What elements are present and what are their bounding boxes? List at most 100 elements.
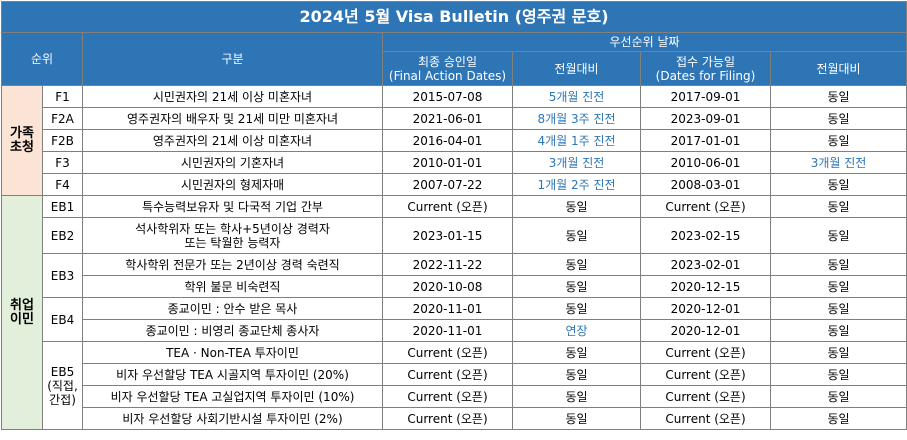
final-change: 5개월 진전	[512, 85, 641, 108]
final-date: 2007-07-22	[382, 173, 513, 196]
filing-date: Current (오픈)	[640, 363, 771, 386]
description: 비자 우선할당 TEA 시골지역 투자이민 (20%)	[82, 363, 383, 386]
final-date: Current (오픈)	[382, 363, 513, 386]
row: 취업 이민 EB1 특수능력보유자 및 다국적 기업 간부 Current (오픈) 동…	[1, 195, 907, 430]
row: F3 시민권자의 기혼자녀 2010-01-01 3개월 진전 2010-06-01 3개…	[2, 151, 907, 174]
filing-change: 동일	[769, 129, 907, 152]
final-date: 2020-11-01	[382, 297, 513, 320]
table-body: 가족 초청 F1 시민권자의 21세 이상 미혼자녀 2015-07-08 5개월 진전…	[1, 85, 907, 430]
final-change: 연장	[512, 319, 641, 342]
row: EB4 종교이민 : 안수 받은 목사 2020-11-01 동일 2020-12-01…	[2, 297, 907, 342]
code: EB5 (직접, 간접)	[42, 341, 83, 430]
filing-change: 동일	[769, 275, 907, 298]
category-header: 구분	[82, 32, 383, 86]
final-change: 8개월 3주 진전	[512, 107, 641, 130]
final-date: 2016-04-01	[382, 129, 513, 152]
filing-change: 동일	[769, 341, 907, 364]
code: F1	[42, 85, 83, 108]
filing-change: 동일	[769, 173, 907, 196]
filing-date: 2020-12-01	[640, 319, 771, 342]
row: F4 시민권자의 형제자매 2007-07-22 1개월 2주 진전 2008-03-0…	[2, 173, 907, 196]
final-date: 2023-01-15	[382, 217, 513, 254]
row: EB5 (직접, 간접) TEA · Non-TEA 투자이민 Current (오…	[2, 341, 907, 430]
code: F2A	[42, 107, 83, 130]
description: 학위 불문 비숙련직	[82, 275, 383, 298]
row: 비자 우선할당 TEA 시골지역 투자이민 (20%) Current (오픈) 동…	[2, 363, 907, 386]
final-header: 최종 승인일 (Final Action Dates)	[382, 51, 513, 86]
row: 종교이민 : 비영리 종교단체 종사자 2020-11-01 연장 2020-12-0…	[2, 319, 907, 342]
filing-date: Current (오픈)	[640, 385, 771, 408]
filing-change: 동일	[769, 195, 907, 218]
description: 시민권자의 형제자매	[82, 173, 383, 196]
filing-date: 2020-12-15	[640, 275, 771, 298]
description: 특수능력보유자 및 다국적 기업 간부	[82, 195, 383, 218]
row: F2A 영주권자의 배우자 및 21세 미만 미혼자녀 2021-06-01 8개월 …	[2, 107, 907, 130]
final-date: 2020-11-01	[382, 319, 513, 342]
code: F3	[42, 151, 83, 174]
filing-date: 2017-09-01	[640, 85, 771, 108]
title: 2024년 5월 Visa Bulletin (영주권 문호)	[0, 1, 907, 33]
filing-change: 동일	[769, 407, 907, 430]
filing-date: Current (오픈)	[640, 341, 771, 364]
group-label: 취업 이민	[1, 195, 43, 430]
priority-header: 우선순위 날짜	[381, 32, 907, 52]
bulletin-table: 2024년 5월 Visa Bulletin (영주권 문호) 순위 구분 우선…	[0, 1, 907, 430]
description: 영주권자의 배우자 및 21세 미만 미혼자녀	[82, 107, 383, 130]
filing-date: 2010-06-01	[640, 151, 771, 174]
filing-header: 접수 가능일 (Dates for Filing)	[640, 51, 771, 86]
filing-date: 2008-03-01	[640, 173, 771, 196]
description: 종교이민 : 비영리 종교단체 종사자	[82, 319, 383, 342]
filing-date: 2023-09-01	[640, 107, 771, 130]
filing-date: Current (오픈)	[640, 195, 771, 218]
description: 영주권자의 21세 이상 미혼자녀	[82, 129, 383, 152]
final-date: 2022-11-22	[382, 253, 513, 276]
final-date: 2020-10-08	[382, 275, 513, 298]
description: 시민권자의 기혼자녀	[82, 151, 383, 174]
final-date: Current (오픈)	[382, 195, 513, 218]
row: F2B 영주권자의 21세 이상 미혼자녀 2016-04-01 4개월 1주 진전 2…	[2, 129, 907, 152]
filing-change: 동일	[769, 107, 907, 130]
code: F4	[42, 173, 83, 196]
description: 비자 우선할당 사회기반시설 투자이민 (2%)	[82, 407, 383, 430]
row: 학위 불문 비숙련직 2020-10-08 동일 2020-12-15 동일	[2, 275, 907, 298]
final-date: Current (오픈)	[382, 407, 513, 430]
row: 비자 우선할당 사회기반시설 투자이민 (2%) Current (오픈) 동일 Cu…	[2, 407, 907, 430]
code: EB1	[42, 195, 83, 218]
row: 가족 초청 F1 시민권자의 21세 이상 미혼자녀 2015-07-08 5개월 진전…	[1, 85, 907, 196]
filing-change: 동일	[769, 253, 907, 276]
rank-header: 순위	[1, 32, 83, 86]
final-change: 3개월 진전	[512, 151, 641, 174]
filing-change: 동일	[769, 363, 907, 386]
filing-date: 2017-01-01	[640, 129, 771, 152]
filing-change: 동일	[769, 385, 907, 408]
final-date: Current (오픈)	[382, 385, 513, 408]
code: F2B	[42, 129, 83, 152]
filing-change: 3개월 진전	[769, 151, 907, 174]
final-change: 동일	[512, 253, 641, 276]
filing-date: 2020-12-01	[640, 297, 771, 320]
row: EB3 학사학위 전문가 또는 2년이상 경력 숙련직 2022-11-22 동일 20…	[2, 253, 907, 298]
filing-date: 2023-02-15	[640, 217, 771, 254]
final-date: Current (오픈)	[382, 341, 513, 364]
description: TEA · Non-TEA 투자이민	[82, 341, 383, 364]
filing-change: 동일	[769, 217, 907, 254]
filing-change: 동일	[769, 85, 907, 108]
final-change: 동일	[512, 407, 641, 430]
change-header: 전월대비	[512, 51, 641, 86]
filing-date: 2023-02-01	[640, 253, 771, 276]
group-label: 가족 초청	[1, 85, 43, 196]
change-header: 전월대비	[769, 51, 907, 86]
row: EB2 석사학위자 또는 학사+5년이상 경력자 또는 탁월한 능력자 2023-0…	[2, 217, 907, 254]
filing-change: 동일	[769, 297, 907, 320]
row: 비자 우선할당 TEA 고실업지역 투자이민 (10%) Current (오픈)…	[2, 385, 907, 408]
filing-date: Current (오픈)	[640, 407, 771, 430]
final-change: 동일	[512, 341, 641, 364]
final-change: 동일	[512, 363, 641, 386]
description: 학사학위 전문가 또는 2년이상 경력 숙련직	[82, 253, 383, 276]
final-change: 동일	[512, 195, 641, 218]
final-change: 동일	[512, 297, 641, 320]
final-date: 2015-07-08	[382, 85, 513, 108]
final-change: 1개월 2주 진전	[512, 173, 641, 196]
description: 시민권자의 21세 이상 미혼자녀	[82, 85, 383, 108]
